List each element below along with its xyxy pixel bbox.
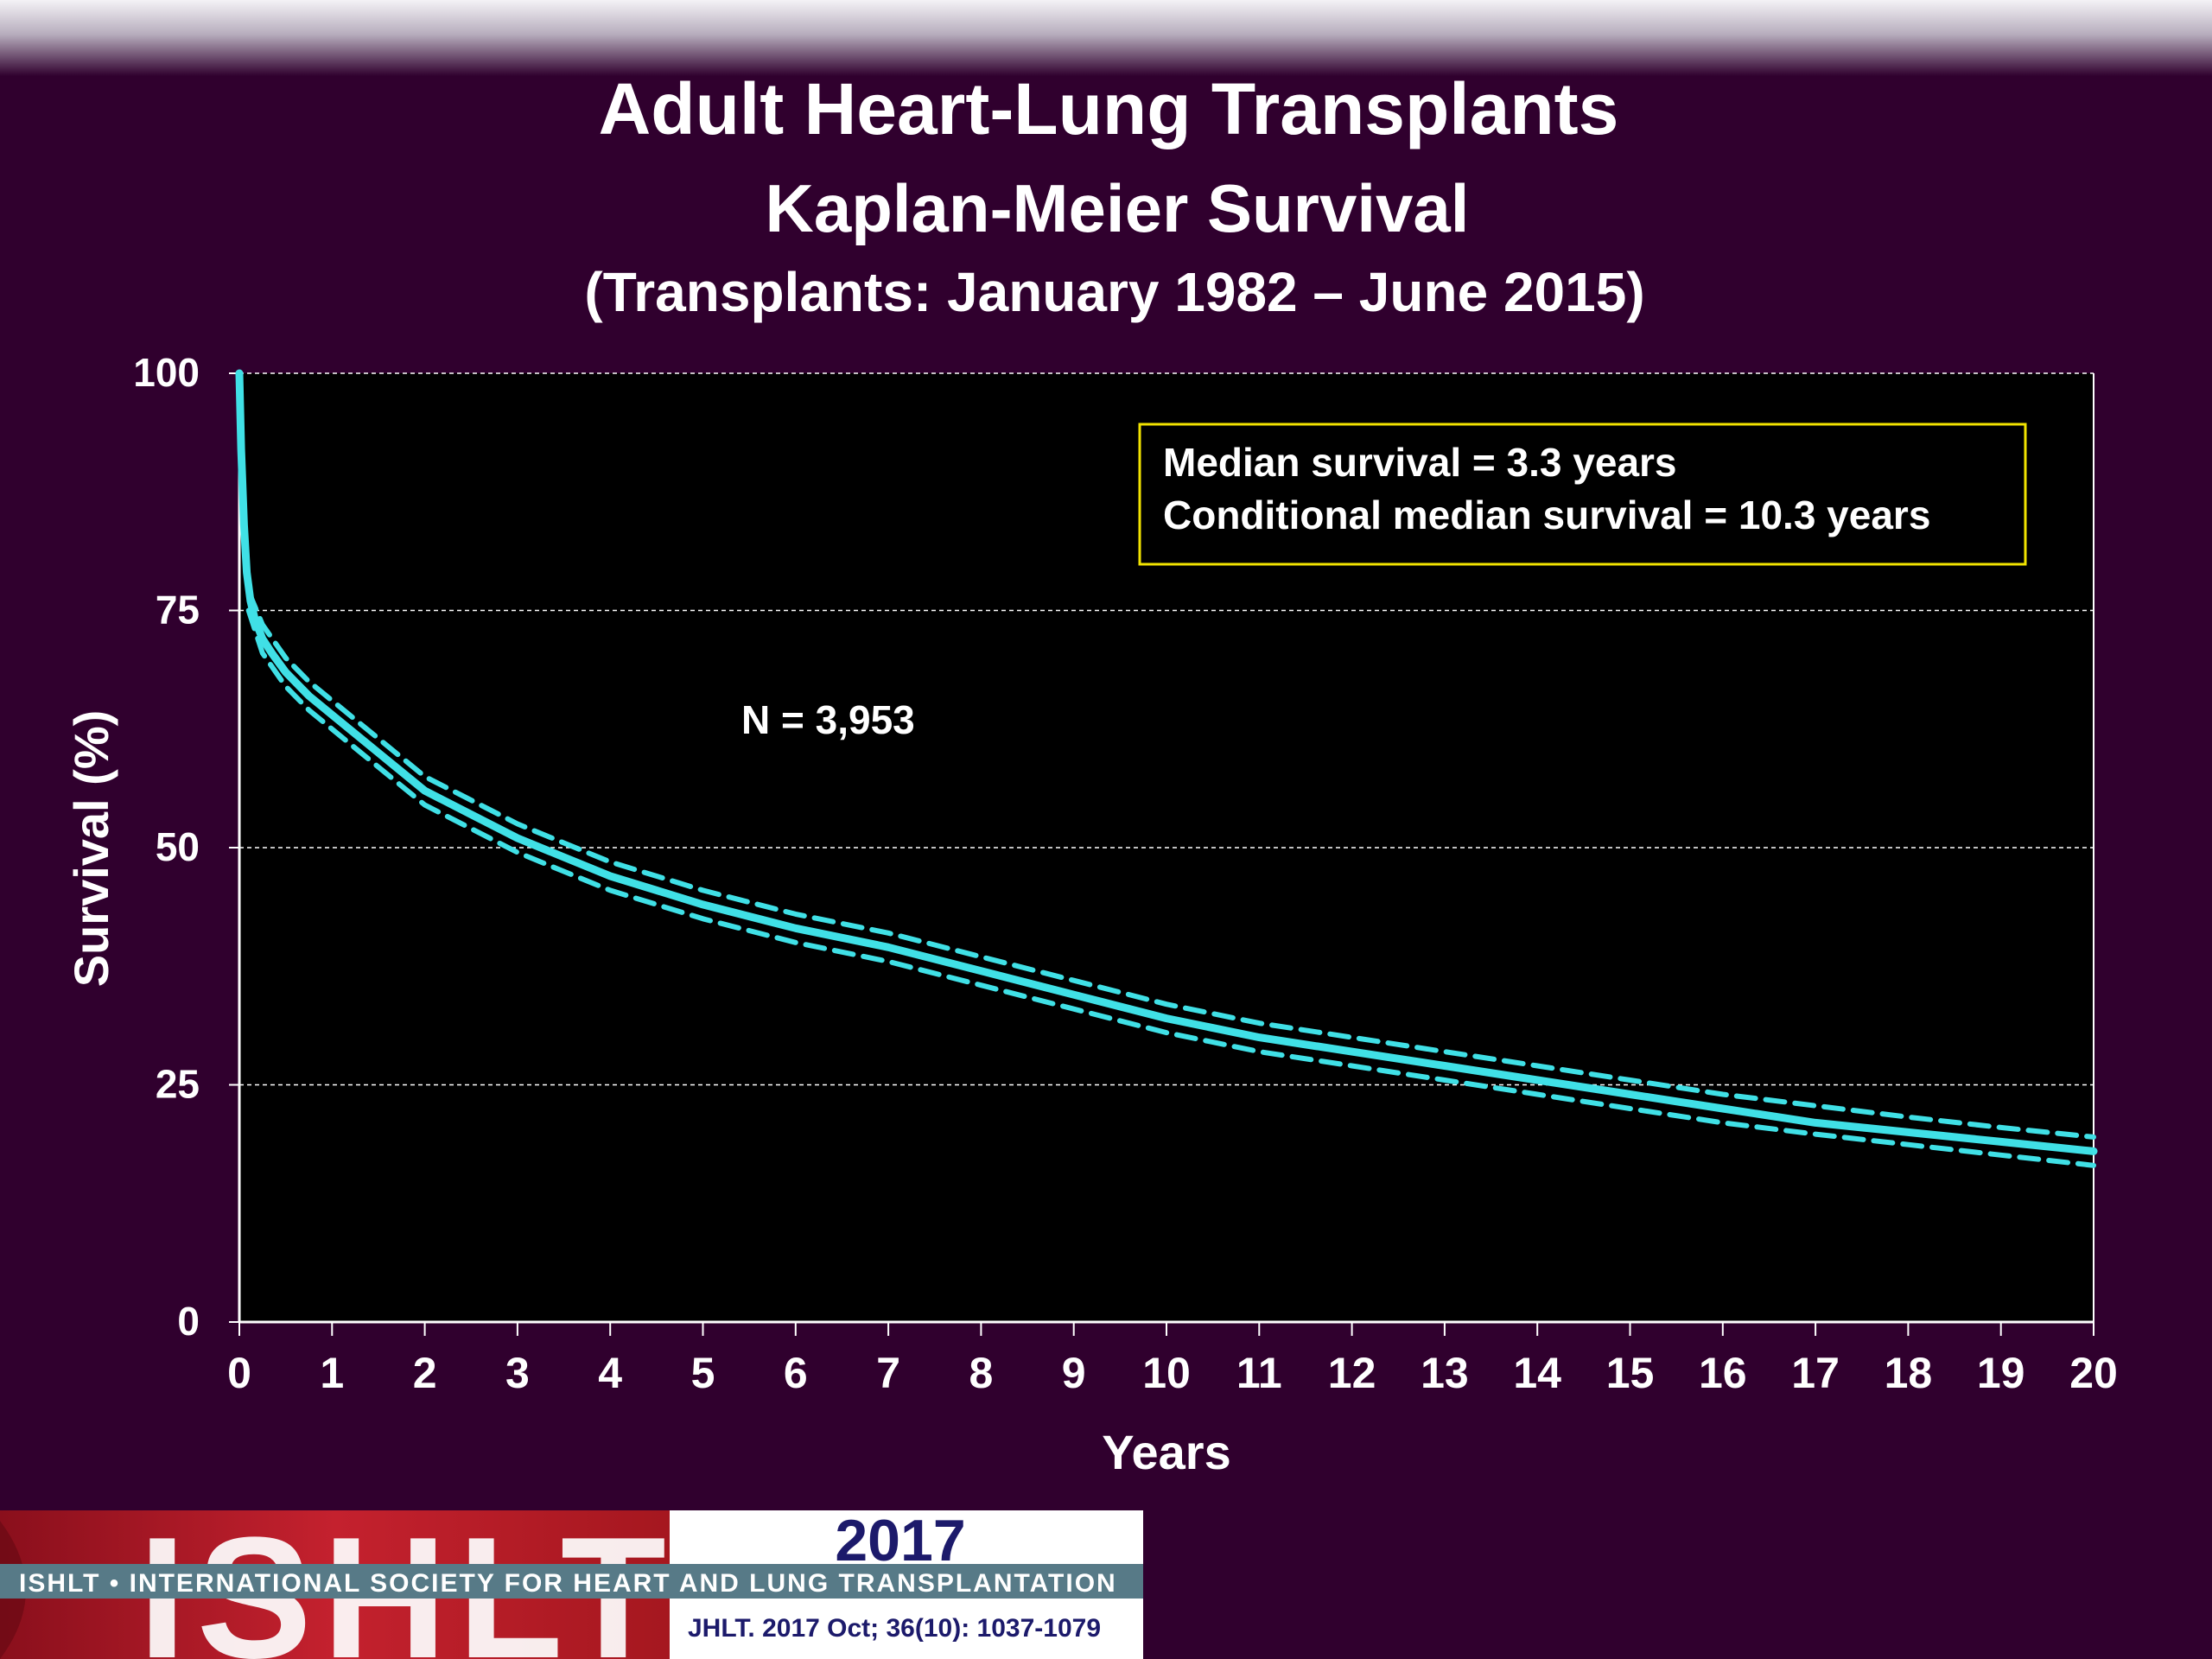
x-tick-label-20: 20: [2069, 1349, 2118, 1397]
y-tick-label-25: 25: [156, 1062, 200, 1107]
y-tick-label-50: 50: [156, 824, 200, 869]
x-tick-label-3: 3: [505, 1349, 530, 1397]
survival-curves: [235, 369, 2098, 1168]
median-survival-text: Median survival = 3.3 years: [1163, 440, 1677, 485]
x-tick-label-11: 11: [1236, 1349, 1282, 1397]
y-axis-title: Survival (%): [64, 710, 118, 988]
x-tick-label-13: 13: [1421, 1349, 1469, 1397]
society-name: ISHLT • INTERNATIONAL SOCIETY FOR HEART …: [19, 1569, 1117, 1598]
x-tick-label-5: 5: [691, 1349, 715, 1397]
x-tick-label-12: 12: [1328, 1349, 1376, 1397]
x-tick-label-9: 9: [1062, 1349, 1086, 1397]
conditional-median-text: Conditional median survival = 10.3 years: [1163, 493, 1930, 537]
y-tick-label-75: 75: [156, 588, 200, 632]
citation: JHLT. 2017 Oct; 36(10): 1037-1079: [688, 1614, 1101, 1643]
y-tick-label-0: 0: [177, 1299, 200, 1344]
ishlt-logo: ISHLT ISHLT • INTERNATIONAL SOCIETY FOR …: [0, 1502, 1143, 1659]
slide-date-range: (Transplants: January 1982 – June 2015): [584, 261, 1644, 323]
x-tick-label-6: 6: [784, 1349, 808, 1397]
x-tick-label-19: 19: [1977, 1349, 2025, 1397]
slide-subtitle: Kaplan-Meier Survival: [766, 170, 1470, 246]
top-gradient-band: [0, 0, 2212, 76]
x-tick-label-8: 8: [969, 1349, 993, 1397]
y-tick-label-100: 100: [133, 350, 200, 395]
x-tick-label-0: 0: [227, 1349, 251, 1397]
x-tick-label-14: 14: [1513, 1349, 1561, 1397]
x-tick-label-16: 16: [1699, 1349, 1747, 1397]
x-tick-label-17: 17: [1791, 1349, 1840, 1397]
median-annotation-box: [1138, 423, 2027, 566]
series-upper-ci: [245, 588, 2096, 1140]
x-tick-label-15: 15: [1606, 1349, 1655, 1397]
x-axis-title: Years: [1102, 1425, 1231, 1479]
slide-title: Adult Heart-Lung Transplants: [599, 68, 1619, 149]
x-tick-label-2: 2: [413, 1349, 437, 1397]
x-tick-label-7: 7: [876, 1349, 900, 1397]
x-tick-label-10: 10: [1142, 1349, 1191, 1397]
series-estimate: [235, 369, 2098, 1155]
logo-year: 2017: [835, 1508, 965, 1573]
n-label: N = 3,953: [741, 697, 915, 742]
x-tick-label-4: 4: [598, 1349, 622, 1397]
grid-lines: [239, 372, 2094, 1086]
x-tick-label-1: 1: [320, 1349, 344, 1397]
society-banner: [0, 1564, 1143, 1599]
x-tick-label-18: 18: [1885, 1349, 1933, 1397]
